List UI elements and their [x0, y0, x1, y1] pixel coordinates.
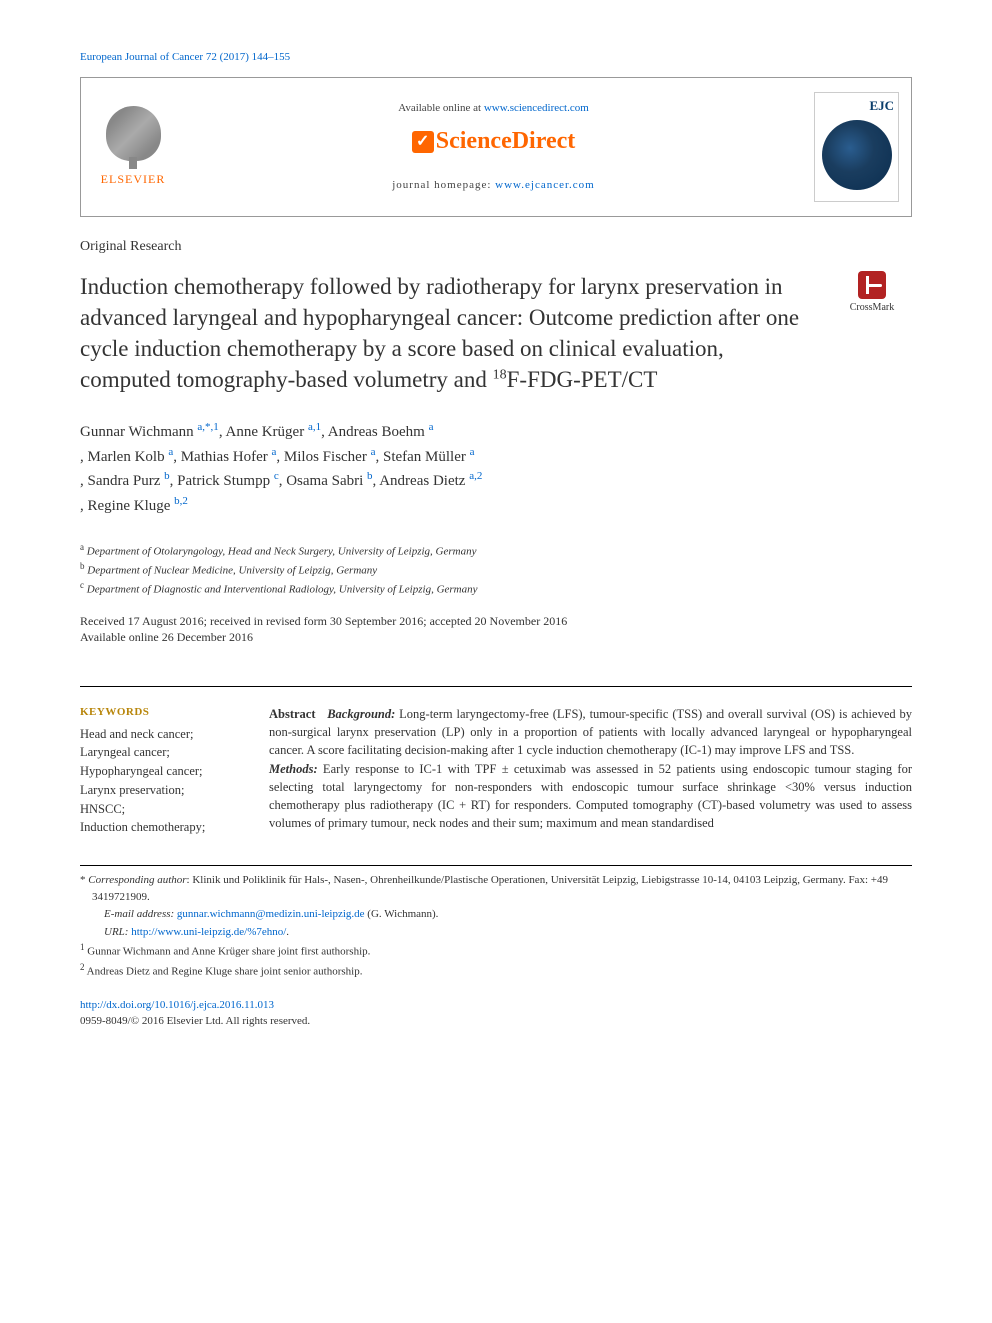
- sd-logo-text: ScienceDirect: [436, 128, 576, 154]
- doi-link[interactable]: http://dx.doi.org/10.1016/j.ejca.2016.11…: [80, 999, 274, 1011]
- dates-received: Received 17 August 2016; received in rev…: [80, 613, 912, 630]
- author-name: Gunnar Wichmann: [80, 424, 197, 440]
- author-name: , Stefan Müller: [375, 449, 469, 465]
- author-affil-marker[interactable]: a,2: [469, 470, 482, 482]
- page-footer: http://dx.doi.org/10.1016/j.ejca.2016.11…: [80, 998, 912, 1029]
- footnote-2: 2 Andreas Dietz and Regine Kluge share j…: [80, 961, 912, 980]
- author-name: , Milos Fischer: [276, 449, 370, 465]
- footnotes: * Corresponding author: Klinik und Polik…: [80, 865, 912, 980]
- crossmark-icon: [858, 271, 886, 299]
- keywords-column: KEYWORDS Head and neck cancer; Laryngeal…: [80, 705, 245, 837]
- journal-homepage-text: journal homepage: www.ejcancer.com: [173, 178, 814, 193]
- affiliation-row: c Department of Diagnostic and Intervent…: [80, 579, 912, 598]
- title-text-prefix: Induction chemotherapy followed by radio…: [80, 274, 799, 392]
- email-link[interactable]: gunnar.wichmann@medizin.uni-leipzig.de: [177, 908, 365, 920]
- section-divider: [80, 686, 912, 687]
- journal-header: ELSEVIER Available online at www.science…: [80, 77, 912, 217]
- title-text-suffix: F-FDG-PET/CT: [507, 367, 658, 392]
- author-affil-marker[interactable]: a,1: [308, 421, 321, 433]
- background-label: Background:: [327, 707, 395, 721]
- homepage-prefix: journal homepage:: [392, 179, 495, 191]
- corresponding-author-note: * Corresponding author: Klinik und Polik…: [80, 872, 912, 905]
- author-name: , Andreas Boehm: [321, 424, 428, 440]
- url-link[interactable]: http://www.uni-leipzig.de/%7ehno/: [131, 926, 286, 938]
- article-type: Original Research: [80, 237, 912, 257]
- url-label: URL:: [104, 926, 131, 938]
- affil-text: Department of Diagnostic and Interventio…: [84, 584, 478, 596]
- corr-label-italic: Corresponding author: [88, 874, 186, 886]
- cover-image-icon: [822, 120, 892, 190]
- abstract-label: Abstract: [269, 707, 316, 721]
- author-name: , Marlen Kolb: [80, 449, 168, 465]
- author-name: , Andreas Dietz: [373, 473, 470, 489]
- author-name: , Regine Kluge: [80, 498, 174, 514]
- author-affil-marker[interactable]: a: [429, 421, 434, 433]
- header-center: Available online at www.sciencedirect.co…: [173, 101, 814, 193]
- author-affil-marker[interactable]: a,*,1: [197, 421, 218, 433]
- footnote-1: 1 Gunnar Wichmann and Anne Krüger share …: [80, 941, 912, 960]
- elsevier-logo[interactable]: ELSEVIER: [93, 106, 173, 188]
- url-row: URL: http://www.uni-leipzig.de/%7ehno/.: [80, 924, 912, 941]
- title-superscript: 18: [493, 367, 507, 382]
- abstract-column: Abstract Background: Long-term laryngect…: [269, 705, 912, 837]
- available-online-text: Available online at www.sciencedirect.co…: [173, 101, 814, 116]
- crossmark-badge[interactable]: CrossMark: [832, 271, 912, 315]
- homepage-link[interactable]: www.ejcancer.com: [495, 179, 595, 191]
- title-row: Induction chemotherapy followed by radio…: [80, 271, 912, 395]
- sd-flame-icon: ✓: [412, 131, 434, 153]
- author-name: , Anne Krüger: [219, 424, 308, 440]
- citation-line: European Journal of Cancer 72 (2017) 144…: [80, 50, 912, 65]
- email-label: E-mail address:: [104, 908, 177, 920]
- content-row: KEYWORDS Head and neck cancer; Laryngeal…: [80, 705, 912, 837]
- article-dates: Received 17 August 2016; received in rev…: [80, 613, 912, 647]
- journal-cover-thumbnail[interactable]: EJC: [814, 92, 899, 202]
- keywords-list: Head and neck cancer; Laryngeal cancer; …: [80, 725, 245, 838]
- keywords-heading: KEYWORDS: [80, 705, 245, 720]
- article-title: Induction chemotherapy followed by radio…: [80, 271, 812, 395]
- affil-text: Department of Nuclear Medicine, Universi…: [85, 565, 378, 577]
- crossmark-label: CrossMark: [832, 301, 912, 315]
- elsevier-tree-icon: [106, 106, 161, 161]
- email-row: E-mail address: gunnar.wichmann@medizin.…: [80, 906, 912, 923]
- journal-abbr: EJC: [819, 97, 894, 115]
- elsevier-text: ELSEVIER: [93, 171, 173, 188]
- author-name: , Osama Sabri: [279, 473, 367, 489]
- methods-text: Early response to IC-1 with TPF ± cetuxi…: [269, 762, 912, 830]
- sciencedirect-link[interactable]: www.sciencedirect.com: [484, 102, 589, 114]
- author-affil-marker[interactable]: a: [470, 446, 475, 458]
- corr-marker: *: [80, 874, 88, 886]
- email-suffix: (G. Wichmann).: [365, 908, 439, 920]
- affiliation-row: b Department of Nuclear Medicine, Univer…: [80, 560, 912, 579]
- author-affil-marker[interactable]: b,2: [174, 495, 188, 507]
- author-name: , Patrick Stumpp: [170, 473, 274, 489]
- available-prefix: Available online at: [398, 102, 484, 114]
- affil-text: Department of Otolaryngology, Head and N…: [84, 546, 476, 558]
- url-suffix: .: [286, 926, 289, 938]
- fn2-text: Andreas Dietz and Regine Kluge share joi…: [85, 966, 363, 978]
- authors-list: Gunnar Wichmann a,*,1, Anne Krüger a,1, …: [80, 419, 912, 517]
- affiliation-row: a Department of Otolaryngology, Head and…: [80, 541, 912, 560]
- fn1-text: Gunnar Wichmann and Anne Krüger share jo…: [85, 946, 371, 958]
- sciencedirect-logo[interactable]: ✓ScienceDirect: [173, 125, 814, 159]
- copyright-text: 0959-8049/© 2016 Elsevier Ltd. All right…: [80, 1015, 310, 1027]
- author-name: , Mathias Hofer: [173, 449, 271, 465]
- author-name: , Sandra Purz: [80, 473, 164, 489]
- corr-text: : Klinik und Poliklinik für Hals-, Nasen…: [92, 874, 888, 903]
- methods-label: Methods:: [269, 762, 318, 776]
- dates-online: Available online 26 December 2016: [80, 629, 912, 646]
- affiliations-list: a Department of Otolaryngology, Head and…: [80, 541, 912, 598]
